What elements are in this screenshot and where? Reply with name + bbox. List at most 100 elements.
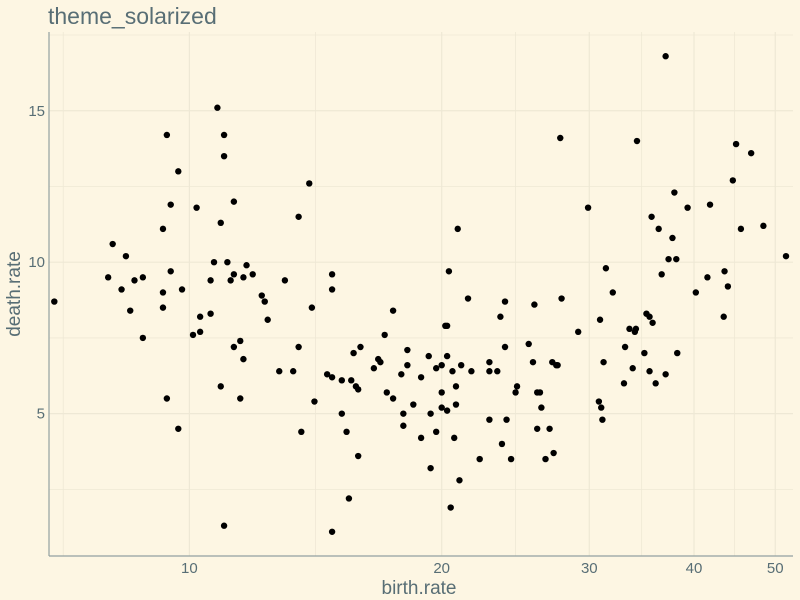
- data-point: [646, 368, 653, 375]
- data-point: [295, 213, 302, 220]
- data-point: [175, 168, 182, 175]
- data-point: [621, 343, 629, 351]
- data-point: [338, 377, 346, 384]
- data-points: [51, 53, 790, 535]
- data-point: [669, 234, 676, 242]
- data-point: [721, 268, 728, 275]
- data-point: [486, 368, 493, 375]
- data-point: [641, 349, 648, 357]
- data-point: [243, 262, 250, 269]
- data-point: [343, 428, 350, 436]
- data-point: [224, 258, 231, 266]
- data-point: [323, 371, 331, 378]
- data-point: [264, 316, 271, 323]
- data-point: [550, 449, 557, 457]
- data-point: [354, 452, 362, 460]
- data-point: [193, 204, 200, 211]
- data-point: [196, 328, 204, 336]
- data-point: [760, 222, 767, 230]
- chart-title: theme_solarized: [48, 3, 217, 29]
- data-point: [648, 213, 655, 220]
- data-point: [486, 358, 493, 366]
- data-point: [398, 371, 405, 378]
- data-point: [139, 274, 147, 281]
- data-point: [443, 322, 451, 330]
- data-point: [258, 292, 265, 299]
- data-point: [602, 265, 610, 272]
- data-point: [747, 149, 755, 157]
- data-point: [497, 313, 504, 320]
- data-point: [501, 298, 509, 305]
- data-point: [118, 286, 125, 293]
- data-point: [737, 225, 745, 233]
- data-point: [575, 328, 582, 336]
- data-point: [404, 361, 411, 369]
- data-point: [626, 325, 633, 333]
- data-point: [557, 134, 564, 142]
- data-point: [249, 271, 256, 278]
- data-point: [51, 298, 58, 305]
- data-point: [178, 286, 186, 293]
- data-point: [220, 152, 228, 160]
- data-point: [452, 401, 460, 408]
- data-point: [427, 410, 434, 417]
- data-point: [167, 268, 174, 275]
- data-point: [596, 316, 604, 323]
- data-point: [328, 286, 336, 293]
- data-point: [427, 464, 434, 472]
- data-point: [720, 313, 727, 320]
- data-point: [217, 219, 224, 227]
- data-point: [159, 304, 167, 311]
- y-axis-title: death.rate: [4, 251, 25, 337]
- data-point: [214, 104, 221, 111]
- data-point: [486, 416, 493, 423]
- data-point: [684, 204, 691, 211]
- data-point: [438, 361, 445, 369]
- x-tick-label: 40: [686, 560, 703, 577]
- data-point: [237, 395, 244, 402]
- data-point: [389, 307, 397, 314]
- data-point: [503, 416, 510, 423]
- grid-minor-lines: [49, 32, 793, 556]
- data-point: [127, 307, 134, 314]
- data-point: [662, 53, 669, 60]
- data-point: [595, 398, 603, 405]
- data-point: [389, 395, 397, 402]
- data-point: [159, 225, 167, 233]
- data-point: [457, 361, 465, 369]
- data-point: [662, 371, 669, 378]
- data-point: [529, 358, 537, 366]
- axis-lines: [48, 32, 793, 557]
- y-tick-label: 10: [28, 254, 45, 271]
- data-point: [207, 310, 214, 317]
- data-point: [404, 346, 411, 354]
- data-point: [328, 528, 336, 535]
- data-point: [512, 389, 519, 396]
- data-point: [308, 304, 316, 311]
- data-point: [655, 225, 662, 233]
- x-tick-label: 30: [581, 560, 598, 577]
- data-point: [104, 274, 112, 281]
- data-point: [425, 352, 432, 360]
- data-point: [443, 352, 451, 360]
- data-point: [599, 416, 606, 423]
- data-point: [732, 140, 740, 148]
- data-point: [633, 137, 641, 145]
- data-point: [438, 389, 445, 396]
- data-point: [276, 368, 283, 375]
- data-point: [432, 365, 440, 372]
- x-tick-label: 20: [433, 560, 450, 577]
- data-point: [468, 368, 475, 375]
- data-point: [345, 495, 353, 502]
- data-point: [671, 189, 678, 196]
- data-point: [122, 252, 130, 260]
- data-point: [230, 271, 238, 278]
- data-point: [782, 252, 790, 260]
- data-point: [646, 313, 653, 320]
- data-point: [443, 407, 451, 414]
- data-point: [673, 255, 680, 263]
- data-point: [281, 277, 289, 284]
- data-point: [383, 389, 390, 396]
